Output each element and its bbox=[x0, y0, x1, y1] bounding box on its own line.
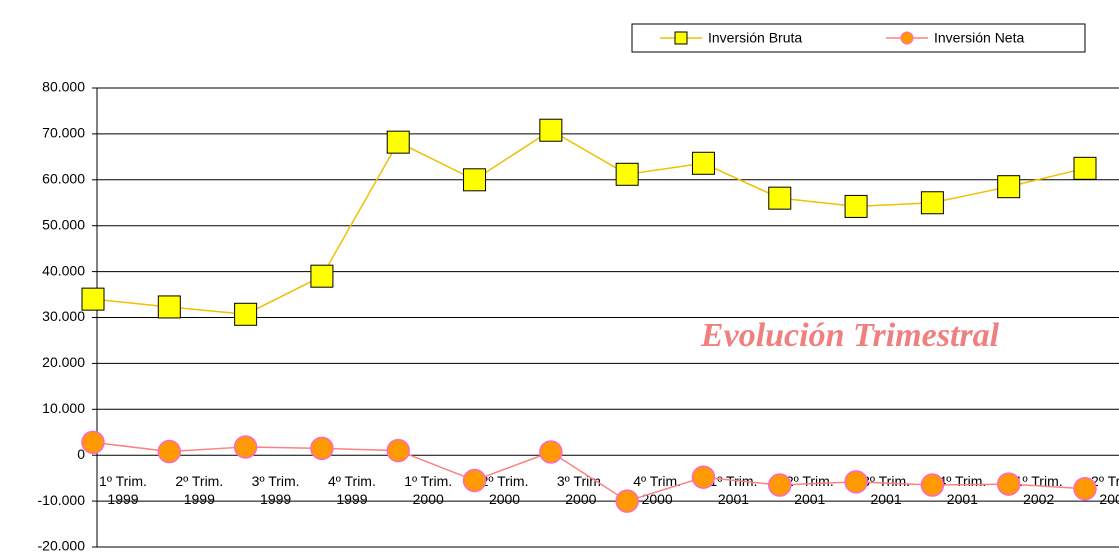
marker bbox=[386, 130, 410, 154]
y-tick-label: 0 bbox=[77, 446, 85, 462]
marker bbox=[539, 118, 563, 142]
x-tick-label: 3º Trim. bbox=[862, 473, 910, 489]
x-tick-label: 2002 bbox=[1099, 491, 1119, 507]
x-tick-label: 1º Trim. bbox=[404, 473, 452, 489]
marker bbox=[768, 473, 792, 497]
x-tick-label: 2001 bbox=[718, 491, 749, 507]
x-tick-label: 4º Trim. bbox=[633, 473, 681, 489]
marker bbox=[691, 151, 715, 175]
marker bbox=[462, 468, 487, 493]
x-tick-label: 2001 bbox=[870, 491, 901, 507]
y-tick-label: -20.000 bbox=[38, 538, 86, 553]
series-line bbox=[92, 129, 1086, 316]
marker bbox=[539, 440, 563, 464]
x-tick-label: 2º Trim. bbox=[481, 473, 529, 489]
x-tick-label: 1º Trim. bbox=[99, 473, 147, 489]
marker bbox=[615, 162, 639, 186]
x-tick-label: 2º Trim. bbox=[175, 473, 223, 489]
marker bbox=[844, 470, 868, 494]
y-tick-label: 20.000 bbox=[42, 354, 85, 370]
marker bbox=[233, 435, 258, 459]
x-tick-label: 2000 bbox=[565, 491, 596, 507]
x-tick-label: 1999 bbox=[336, 491, 367, 507]
y-tick-label: 80.000 bbox=[42, 79, 85, 95]
marker bbox=[157, 295, 181, 319]
x-tick-label: 4º Trim. bbox=[328, 473, 376, 489]
marker bbox=[691, 465, 716, 489]
marker bbox=[1073, 156, 1097, 180]
x-tick-label: 2000 bbox=[642, 491, 673, 507]
y-tick-label: 10.000 bbox=[42, 400, 85, 416]
y-tick-label: 30.000 bbox=[42, 308, 85, 324]
y-tick-label: -10.000 bbox=[38, 492, 86, 508]
y-tick-label: 60.000 bbox=[42, 171, 85, 187]
marker bbox=[615, 489, 639, 513]
legend-marker bbox=[900, 31, 914, 45]
marker bbox=[463, 168, 487, 192]
y-tick-label: 70.000 bbox=[42, 125, 85, 141]
legend-marker bbox=[674, 31, 688, 45]
x-tick-label: 3º Trim. bbox=[252, 473, 300, 489]
x-tick-label: 2001 bbox=[947, 491, 978, 507]
x-tick-label: 2º Trim. bbox=[1091, 473, 1119, 489]
y-tick-label: 40.000 bbox=[42, 262, 85, 278]
marker bbox=[81, 287, 105, 311]
legend-label: Inversión Bruta bbox=[708, 30, 802, 46]
x-tick-label: 1999 bbox=[107, 491, 138, 507]
x-tick-label: 2002 bbox=[1023, 491, 1054, 507]
marker bbox=[844, 194, 868, 218]
marker bbox=[996, 472, 1021, 496]
marker bbox=[310, 264, 334, 288]
x-tick-label: 1999 bbox=[184, 491, 215, 507]
marker bbox=[997, 175, 1021, 199]
marker bbox=[234, 302, 258, 326]
legend-box bbox=[631, 23, 1086, 53]
marker bbox=[920, 191, 944, 215]
x-tick-label: 4º Trim. bbox=[938, 473, 986, 489]
x-tick-label: 2000 bbox=[413, 491, 444, 507]
marker bbox=[81, 430, 105, 455]
marker bbox=[920, 473, 945, 497]
legend-label: Inversión Neta bbox=[934, 30, 1024, 46]
x-tick-label: 2001 bbox=[794, 491, 825, 507]
marker bbox=[310, 436, 334, 461]
y-tick-label: 50.000 bbox=[42, 216, 85, 232]
x-tick-label: 1999 bbox=[260, 491, 291, 507]
marker bbox=[1073, 476, 1097, 501]
annotation: Evolución Trimestral bbox=[700, 317, 1000, 354]
series-line bbox=[92, 441, 1086, 502]
x-tick-label: 2º Trim. bbox=[786, 473, 834, 489]
marker bbox=[157, 439, 182, 464]
marker bbox=[768, 186, 792, 210]
x-tick-label: 3º Trim. bbox=[557, 473, 605, 489]
x-tick-label: 2000 bbox=[489, 491, 520, 507]
marker bbox=[386, 438, 410, 463]
